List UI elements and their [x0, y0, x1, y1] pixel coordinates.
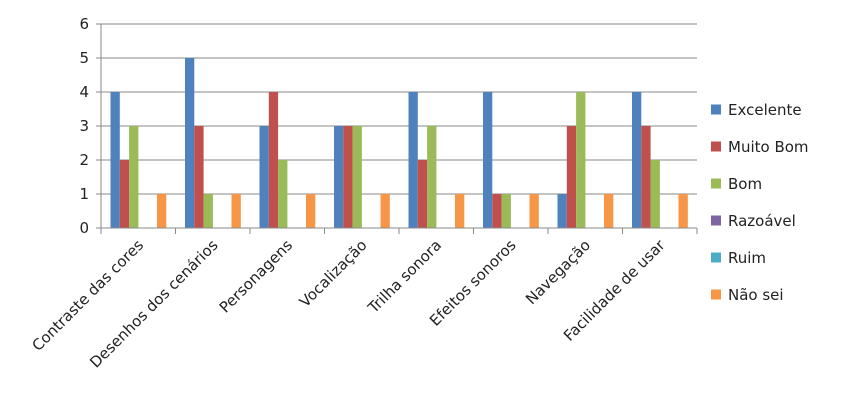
- bar: [529, 194, 539, 228]
- bar: [268, 92, 279, 228]
- legend: Excelente Muito Bom Bom Razoável Ruim Não sei: [711, 101, 809, 304]
- y-tick-label: 4: [79, 83, 89, 101]
- bar: [129, 126, 139, 228]
- bar: [380, 194, 390, 228]
- bars: [110, 58, 688, 228]
- bar: [259, 126, 269, 228]
- bar: [408, 92, 418, 228]
- bar: [650, 160, 660, 228]
- bar: [278, 160, 288, 228]
- y-tick-label: 5: [79, 49, 89, 67]
- legend-swatch: [711, 104, 721, 115]
- legend-swatch: [711, 141, 721, 152]
- y-tick-label: 2: [79, 151, 89, 169]
- bar: [352, 126, 362, 228]
- bar: [641, 126, 651, 228]
- bar: [492, 194, 502, 228]
- bar: [343, 126, 353, 228]
- bar: [604, 194, 614, 228]
- legend-label: Não sei: [728, 286, 784, 304]
- legend-label: Muito Bom: [728, 138, 809, 156]
- bar: [483, 92, 493, 228]
- y-tick-label: 3: [79, 117, 89, 135]
- bar: [576, 92, 586, 228]
- y-tick-label: 1: [79, 185, 89, 203]
- bar: [157, 194, 167, 228]
- legend-swatch: [711, 215, 721, 226]
- x-category-label: Desenhos dos cenários: [86, 236, 221, 371]
- x-category-label: Trilha sonora: [364, 236, 445, 317]
- bar: [110, 92, 120, 228]
- legend-label: Bom: [728, 175, 762, 193]
- legend-label: Ruim: [728, 249, 766, 267]
- legend-label: Excelente: [728, 101, 802, 119]
- bar: [678, 194, 688, 228]
- bar: [557, 194, 567, 228]
- bar: [203, 194, 213, 228]
- bar: [632, 92, 642, 228]
- bar: [566, 126, 577, 228]
- y-axis-ticks: 0 1 2 3 4 5 6: [79, 15, 101, 237]
- x-category-label: Vocalização: [296, 236, 371, 311]
- legend-swatch: [711, 252, 721, 263]
- bar: [334, 126, 344, 228]
- legend-swatch: [711, 178, 721, 189]
- bar: [306, 194, 316, 228]
- legend-swatch: [711, 289, 721, 300]
- bar: [185, 58, 195, 228]
- bar: [455, 194, 465, 228]
- bar: [231, 194, 241, 228]
- bar: [194, 126, 204, 228]
- legend-label: Razoável: [728, 212, 796, 230]
- bar: [501, 194, 511, 228]
- bar: [427, 126, 437, 228]
- x-category-label: Navegação: [522, 236, 594, 308]
- x-category-label: Personagens: [216, 236, 297, 317]
- y-tick-label: 0: [79, 219, 89, 237]
- bar: [119, 160, 130, 228]
- bar: [417, 160, 428, 228]
- y-tick-label: 6: [79, 15, 89, 33]
